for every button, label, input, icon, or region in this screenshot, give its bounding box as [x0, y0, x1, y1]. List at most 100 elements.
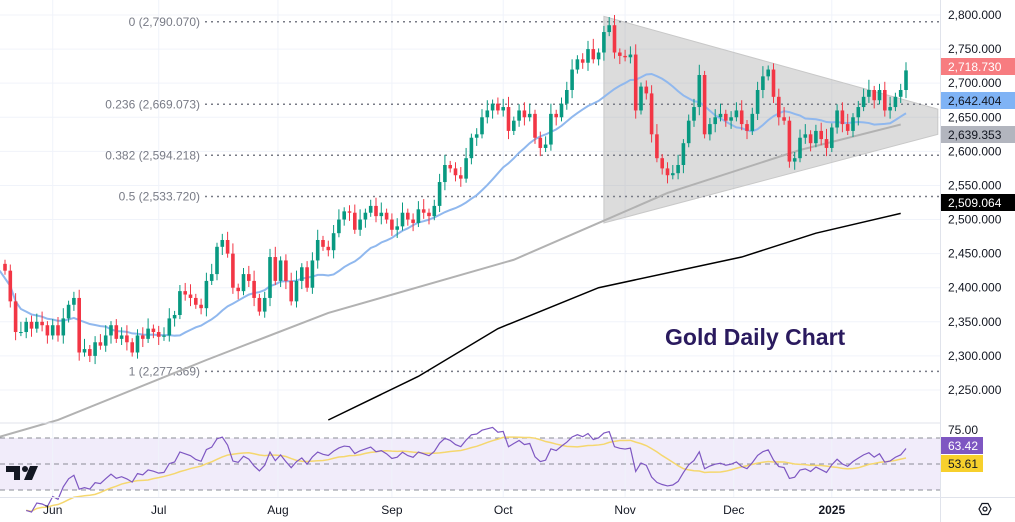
fib-level-label: 0.236 (2,669.073): [105, 97, 200, 111]
candle-body: [835, 110, 839, 128]
price-tick-label: 2,600.000: [948, 144, 1002, 158]
candle-body: [898, 89, 903, 97]
time-tick-label: Nov: [614, 503, 635, 517]
candle-body: [724, 113, 728, 121]
candle-body: [644, 86, 649, 94]
candle-body: [29, 321, 34, 329]
last-price-label-bg: [941, 58, 1015, 75]
candle-body: [533, 113, 537, 138]
candle-body: [321, 239, 325, 247]
candle-body: [538, 137, 543, 148]
candle-body: [607, 25, 611, 33]
candle-body: [596, 52, 601, 60]
candle-body: [300, 267, 304, 281]
candle-body: [734, 110, 739, 118]
candle-body: [310, 260, 315, 288]
candle-body: [501, 107, 505, 111]
candle-body: [103, 335, 108, 346]
candle-body: [787, 120, 792, 162]
candle-body: [178, 291, 182, 315]
candle-body: [803, 134, 808, 138]
candle-body: [56, 325, 60, 336]
candle-body: [739, 110, 744, 125]
candle-body: [570, 69, 574, 90]
candle-body: [527, 113, 532, 118]
candle-body: [194, 297, 198, 305]
candle-body: [755, 89, 760, 114]
candle-body: [485, 110, 490, 118]
tradingview-logo[interactable]: [6, 466, 38, 480]
fib-level-label: 0.382 (2,594.218): [105, 148, 200, 162]
price-tick-label: 2,650.000: [948, 110, 1002, 124]
candle-body: [24, 321, 28, 333]
candle-body: [156, 332, 161, 337]
candle-body: [771, 69, 776, 97]
candle-body: [315, 239, 320, 261]
price-tick-label: 2,800.000: [948, 8, 1002, 22]
candle-body: [888, 107, 892, 111]
candle-body: [82, 349, 87, 353]
candle-body: [406, 212, 410, 220]
candle-body: [480, 117, 484, 135]
candle-body: [289, 280, 293, 302]
settings-gear-icon[interactable]: [978, 502, 992, 516]
ma-grey-label: 2,639.353: [948, 128, 1002, 142]
candle-body: [262, 297, 267, 312]
candle-body: [231, 253, 235, 288]
candle-body: [135, 335, 140, 353]
price-tick-label: 2,700.000: [948, 76, 1002, 90]
candle-body: [517, 110, 521, 121]
candle-body: [93, 342, 97, 356]
candle-body: [151, 328, 156, 333]
candle-body: [40, 321, 44, 326]
rsi-ma-value-label: 53.61: [948, 457, 978, 471]
candle-body: [379, 212, 384, 217]
price-axis[interactable]: [940, 0, 1015, 522]
price-tick-label: 2,250.000: [948, 383, 1002, 397]
candle-body: [549, 113, 553, 145]
tradingview-logo-mark: [6, 466, 38, 480]
ma-blue-label-bg: [941, 92, 1015, 109]
candle-body: [146, 328, 150, 339]
candle-body: [358, 219, 362, 230]
candle-body: [814, 130, 818, 144]
time-tick-label: Oct: [494, 503, 513, 517]
candle-body: [512, 120, 516, 131]
candle-body: [830, 127, 834, 148]
candle-body: [437, 182, 442, 206]
candle-body: [506, 107, 511, 131]
candle-body: [416, 209, 421, 223]
candle-body: [188, 294, 193, 298]
candle-body: [686, 120, 691, 144]
candle-body: [368, 205, 373, 213]
symmetrical-triangle: [603, 15, 939, 224]
candle-body: [591, 49, 596, 60]
candle-body: [225, 239, 230, 254]
candle-body: [247, 274, 251, 281]
rsi-value-label-bg: [941, 437, 983, 454]
candle-body: [750, 113, 755, 131]
candle-body: [278, 260, 283, 281]
candle-body: [353, 212, 357, 230]
candle-body: [867, 89, 871, 97]
candle-body: [851, 117, 855, 131]
candle-body: [384, 212, 389, 220]
candle-body: [580, 59, 585, 63]
price-tick-label: 2,450.000: [948, 247, 1002, 261]
candle-body: [172, 314, 177, 319]
price-tick-label: 2,500.000: [948, 213, 1002, 227]
ma-blue-label: 2,642.404: [948, 94, 1002, 108]
fib-level-label: 0.5 (2,533.720): [119, 190, 200, 204]
candle-body: [61, 318, 66, 336]
candle-body: [257, 297, 262, 312]
candle-body: [432, 205, 437, 217]
candle-body: [273, 257, 278, 281]
candle-body: [453, 168, 458, 176]
candle-body: [665, 168, 670, 176]
moving-average-line-2: [327, 212, 901, 421]
fib-level-label: 1 (2,277.369): [129, 364, 200, 378]
candle-body: [50, 325, 55, 336]
candle-body: [565, 89, 569, 104]
candle-body: [808, 134, 813, 144]
candle-body: [602, 32, 606, 53]
